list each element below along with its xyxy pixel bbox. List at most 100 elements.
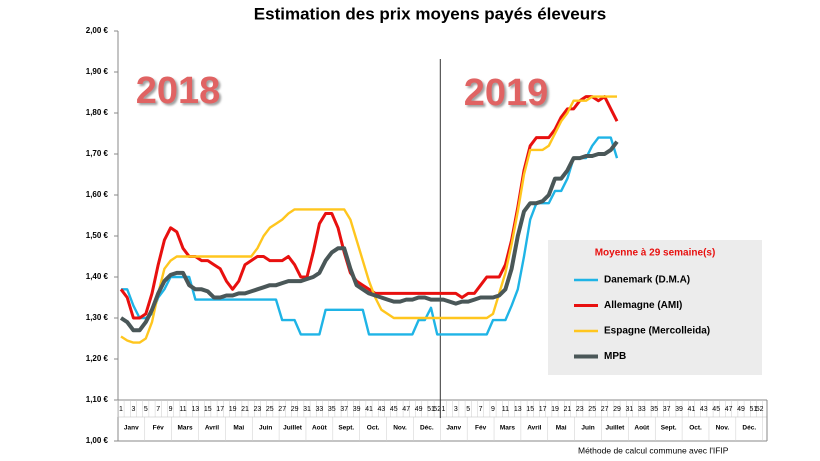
x-tick-label: 52 — [433, 406, 441, 413]
x-tick-label: 23 — [254, 406, 262, 413]
x-tick-label: 7 — [156, 406, 160, 413]
month-label: Oct. — [689, 425, 702, 432]
y-tick-label: 1,30 € — [86, 313, 109, 322]
x-tick-label: 15 — [204, 406, 212, 413]
legend-label: MPB — [604, 351, 626, 362]
y-tick-label: 1,20 € — [86, 354, 109, 363]
month-label: Fév — [475, 425, 487, 432]
x-tick-label: 1 — [441, 406, 445, 413]
x-tick-label: 49 — [737, 406, 745, 413]
month-label: Août — [312, 425, 328, 432]
y-tick-label: 1,60 € — [86, 190, 109, 199]
x-tick-label: 33 — [316, 406, 324, 413]
legend-label: Espagne (Mercolleida) — [604, 326, 710, 337]
x-tick-label: 5 — [144, 406, 148, 413]
footnote: Méthode de calcul commune avec l'IFIP — [578, 445, 729, 455]
month-label: Oct. — [367, 425, 380, 432]
month-label: Nov. — [716, 425, 730, 432]
x-tick-label: 31 — [626, 406, 634, 413]
y-tick-label: 2,00 € — [86, 26, 109, 35]
x-tick-label: 11 — [179, 406, 186, 413]
x-tick-label: 51 — [750, 406, 758, 413]
x-tick-label: 25 — [266, 406, 274, 413]
month-label: Sept. — [338, 425, 354, 432]
x-tick-label: 21 — [241, 406, 249, 413]
x-tick-label: 29 — [291, 406, 299, 413]
month-label: Mars — [177, 425, 193, 432]
chart-title: Estimation des prix moyens payés éleveur… — [254, 4, 606, 23]
x-tick-label: 9 — [491, 406, 495, 413]
x-tick-label: 51 — [427, 406, 435, 413]
legend-box — [548, 240, 762, 375]
y-tick-label: 1,70 € — [86, 149, 109, 158]
month-label: Janv — [124, 425, 139, 432]
y-tick-label: 1,00 € — [86, 436, 109, 445]
x-tick-label: 37 — [340, 406, 348, 413]
x-tick-label: 49 — [415, 406, 423, 413]
legend-label: Danemark (D.M.A) — [604, 275, 690, 286]
month-label: Juillet — [283, 425, 303, 432]
x-tick-label: 35 — [328, 406, 336, 413]
x-tick-label: 13 — [514, 406, 522, 413]
x-tick-label: 29 — [613, 406, 621, 413]
x-tick-label: 19 — [551, 406, 559, 413]
month-label: Mai — [556, 425, 567, 432]
series-line — [119, 140, 619, 333]
x-tick-label: 17 — [216, 406, 224, 413]
month-label: Sept. — [661, 425, 677, 432]
x-tick-label: 3 — [454, 406, 458, 413]
series-line — [121, 136, 619, 336]
month-label: Avril — [527, 425, 541, 432]
y-tick-label: 1,40 € — [86, 272, 109, 281]
x-tick-label: 25 — [588, 406, 596, 413]
series-line — [120, 95, 617, 344]
month-label: Juin — [259, 425, 272, 432]
x-tick-label: 23 — [576, 406, 584, 413]
x-tick-label: 27 — [278, 406, 286, 413]
month-label: Janv — [446, 425, 461, 432]
month-label: Mai — [233, 425, 244, 432]
month-label: Juillet — [606, 425, 626, 432]
x-tick-label: 43 — [378, 406, 386, 413]
legend-label: Allemagne (AMI) — [604, 300, 682, 311]
x-tick-label: 13 — [192, 406, 200, 413]
x-tick-label: 47 — [402, 406, 410, 413]
x-tick-label: 52 — [756, 406, 764, 413]
month-label: Août — [634, 425, 650, 432]
x-tick-label: 11 — [502, 406, 509, 413]
x-tick-label: 21 — [564, 406, 572, 413]
x-tick-label: 43 — [700, 406, 708, 413]
x-tick-label: 19 — [229, 406, 237, 413]
x-tick-label: 39 — [353, 406, 361, 413]
x-tick-label: 33 — [638, 406, 646, 413]
y-tick-label: 1,90 € — [86, 67, 109, 76]
x-tick-label: 9 — [169, 406, 173, 413]
y-tick-label: 1,80 € — [86, 108, 109, 117]
month-label: Nov. — [393, 425, 407, 432]
x-tick-label: 7 — [479, 406, 483, 413]
year-annotation: 2019 — [464, 72, 549, 114]
x-tick-label: 27 — [601, 406, 609, 413]
x-tick-label: 15 — [526, 406, 534, 413]
x-tick-label: 45 — [390, 406, 398, 413]
legend-title: Moyenne à 29 semaine(s) — [595, 248, 716, 259]
month-label: Juin — [581, 425, 594, 432]
x-tick-label: 5 — [466, 406, 470, 413]
x-tick-label: 41 — [365, 406, 373, 413]
x-tick-label: 17 — [539, 406, 547, 413]
x-tick-label: 35 — [650, 406, 658, 413]
month-label: Déc. — [420, 425, 434, 432]
x-tick-label: 3 — [131, 406, 135, 413]
month-label: Avril — [205, 425, 219, 432]
y-tick-label: 1,10 € — [86, 395, 109, 404]
month-label: Déc. — [742, 425, 756, 432]
month-label: Mars — [500, 425, 516, 432]
x-tick-label: 45 — [712, 406, 720, 413]
x-tick-label: 39 — [675, 406, 683, 413]
month-label: Fév — [153, 425, 165, 432]
series-line — [119, 95, 619, 320]
x-tick-label: 1 — [119, 406, 123, 413]
y-tick-label: 1,50 € — [86, 231, 109, 240]
x-tick-label: 41 — [688, 406, 696, 413]
